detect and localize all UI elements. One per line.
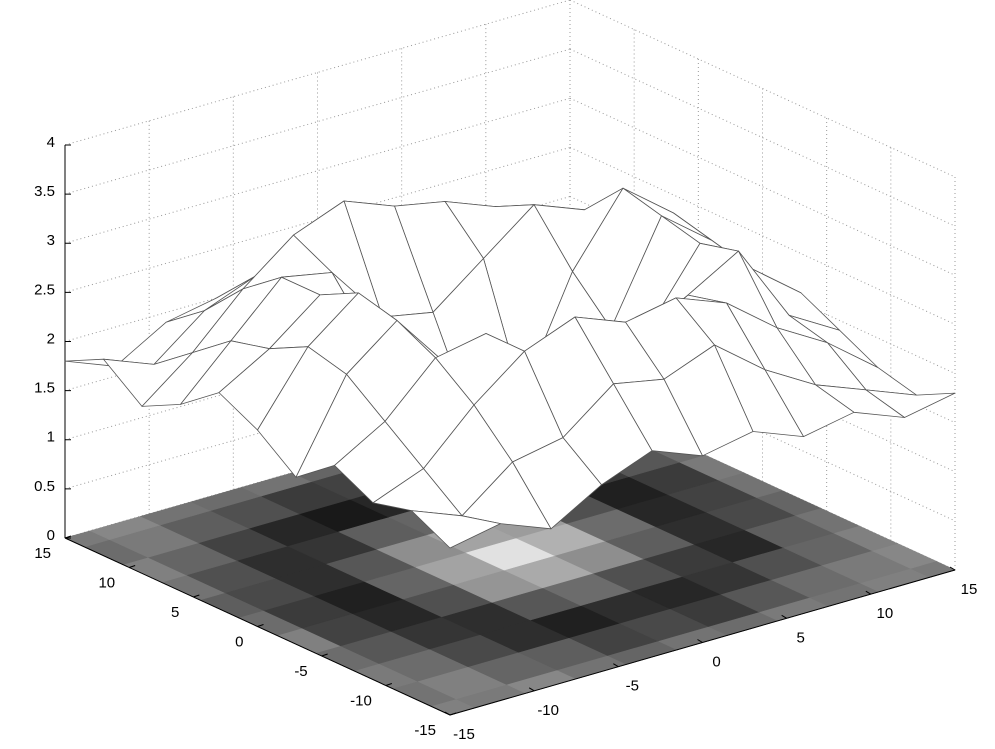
x-tick-label: -5: [626, 678, 639, 695]
tick-mark: [865, 590, 872, 595]
tick-mark: [64, 535, 72, 539]
y-tick-label: 10: [98, 574, 115, 591]
tick-mark: [385, 683, 392, 686]
tick-mark: [193, 594, 200, 598]
tick-mark: [949, 566, 956, 571]
z-tick-label: 4: [47, 134, 55, 151]
tick-mark: [257, 624, 264, 627]
y-tick-label: -5: [294, 663, 307, 680]
z-tick-label: 1: [47, 429, 55, 446]
tick-mark: [129, 565, 136, 568]
tick-mark: [613, 663, 619, 668]
z-tick-label: 1.5: [34, 380, 55, 397]
tick-mark: [528, 687, 535, 692]
tick-mark: [449, 712, 457, 716]
z-tick-label: 3: [47, 232, 55, 249]
x-tick-label: 0: [712, 653, 720, 670]
z-tick-label: 0.5: [34, 478, 55, 495]
tick-mark: [697, 639, 703, 643]
x-tick-label: 5: [796, 629, 804, 646]
mesh-cell: [411, 510, 501, 549]
grid-line: [64, 48, 571, 195]
z-tick-label: 2: [47, 330, 55, 347]
y-tick-label: 5: [171, 604, 179, 621]
y-tick-label: 15: [34, 545, 51, 562]
x-tick-label: -15: [453, 726, 475, 743]
y-tick-label: 0: [235, 633, 243, 650]
z-tick-label: 0: [47, 527, 55, 544]
x-tick-label: 10: [876, 605, 893, 622]
x-tick-label: 15: [961, 581, 978, 598]
tick-mark: [444, 711, 451, 716]
z-tick-label: 3.5: [34, 183, 55, 200]
y-tick-label: -15: [414, 722, 436, 739]
y-tick-label: -10: [350, 692, 372, 709]
z-tick-label: 2.5: [34, 281, 55, 298]
tick-mark: [321, 653, 328, 657]
tick-mark: [781, 614, 787, 619]
x-tick-label: -10: [537, 702, 559, 719]
